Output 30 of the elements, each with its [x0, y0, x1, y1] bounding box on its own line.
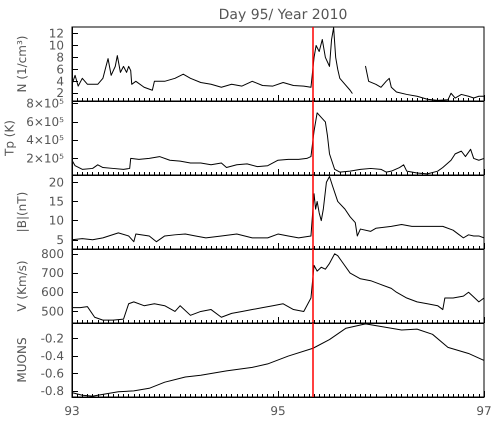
y-tick-label: 12	[48, 26, 64, 41]
y-tick-label: -0.8	[40, 384, 64, 398]
y-tick-label: 6	[56, 62, 64, 76]
y-tick-label: 5	[56, 232, 64, 247]
y-tick-label: 800	[41, 246, 64, 261]
y-tick-label: 4	[56, 74, 64, 88]
y-tick-label: 2×10⁵	[26, 151, 64, 166]
chart-title: Day 95/ Year 2010	[218, 7, 348, 23]
x-tick-label: 93	[64, 404, 80, 418]
y-tick-label: 4×10⁵	[26, 133, 64, 148]
y-axis-title: N (1/cm³)	[15, 36, 29, 92]
y-axis-title: |B|(nT)	[15, 192, 29, 232]
y-tick-label: 8×10⁵	[26, 96, 64, 111]
y-axis-title: MUONS	[15, 337, 29, 383]
x-tick-label: 95	[270, 404, 286, 418]
y-tick-label: 20	[48, 175, 64, 190]
y-tick-label: 10	[48, 38, 64, 52]
y-tick-label: -0.2	[40, 332, 64, 346]
y-tick-label: 8	[56, 50, 64, 64]
x-tick-label: 97	[476, 404, 491, 418]
y-tick-label: 700	[41, 266, 64, 280]
y-tick-label: -0.6	[40, 366, 64, 380]
y-tick-label: 10	[48, 214, 64, 228]
y-tick-label: -0.4	[40, 349, 64, 364]
y-tick-label: 6×10⁵	[26, 114, 64, 129]
y-tick-label: 15	[48, 194, 64, 208]
y-axis-title: Tp (K)	[2, 120, 16, 157]
y-tick-label: 600	[41, 285, 64, 300]
y-axis-title: V (Km/s)	[15, 260, 29, 312]
y-tick-label: 500	[41, 304, 64, 318]
